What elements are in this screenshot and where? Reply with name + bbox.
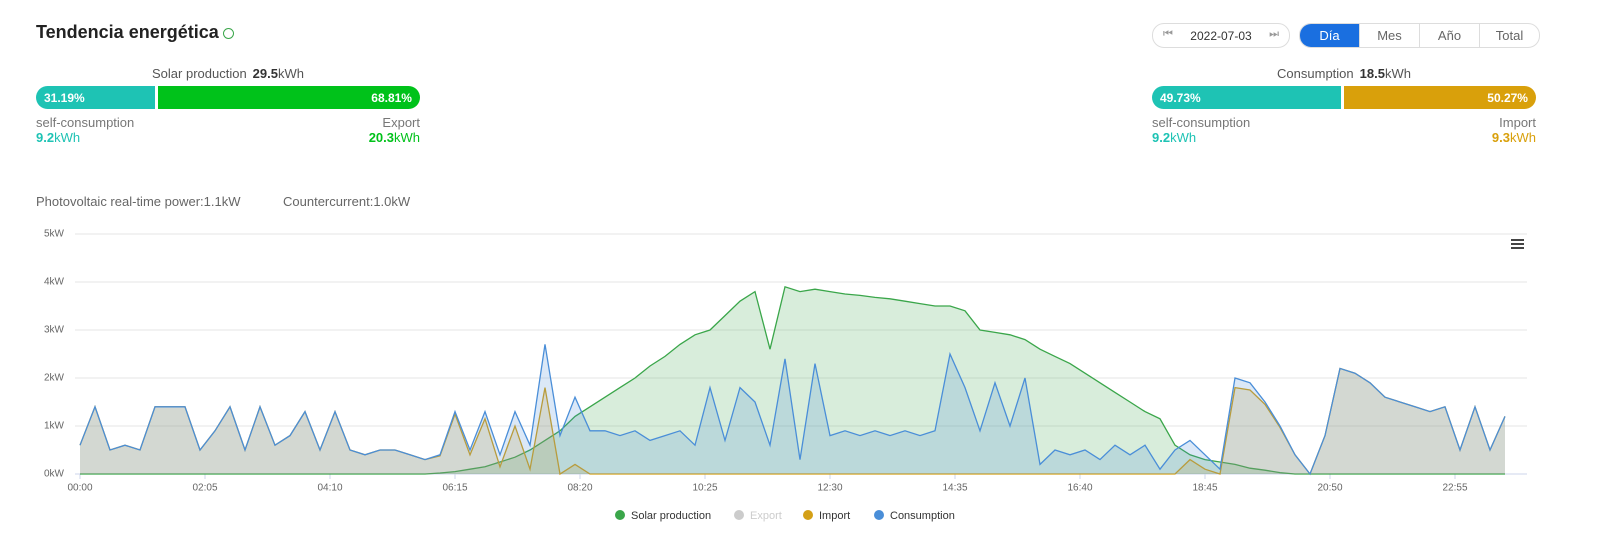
prev-day[interactable]: ⏮	[1163, 28, 1173, 40]
legend-marker	[615, 510, 625, 520]
date-picker[interactable]: ⏮ 2022-07-03 ⏭	[1152, 23, 1290, 48]
tab[interactable]: Total	[1479, 24, 1539, 47]
unit: kWh	[1510, 130, 1536, 145]
date-text: 2022-07-03	[1190, 28, 1252, 43]
next-day[interactable]: ⏭	[1269, 28, 1279, 40]
x-tick-label: 16:40	[1067, 483, 1092, 494]
countercurrent: Countercurrent:1.0kW	[283, 194, 411, 209]
legend-label: Export	[750, 510, 782, 522]
legend-label: Import	[819, 510, 850, 522]
ratio-label: 49.73%	[1160, 90, 1201, 105]
summary-detail: self-consumption 9.2kWh Import 9.3kWh	[1152, 115, 1536, 145]
unit: kWh	[1170, 130, 1197, 145]
detail-left: self-consumption 9.2kWh	[1152, 115, 1250, 145]
series-area	[80, 286, 1505, 474]
unit: kWh	[54, 130, 81, 145]
ratio-bar: 31.19% 68.81%	[36, 86, 420, 109]
solar-block: Solar production 29.5kWh 31.19% 68.81% self-…	[36, 66, 420, 145]
summary-total: 29.5	[252, 66, 278, 81]
tab[interactable]: Día	[1300, 24, 1359, 47]
help-icon[interactable]	[222, 27, 234, 39]
legend-label: Consumption	[890, 510, 955, 522]
x-tick-label: 02:05	[192, 483, 217, 494]
legend-item[interactable]: Import	[803, 510, 850, 522]
unit: kWh	[1384, 66, 1411, 81]
detail-value: 9.2kWh	[1152, 130, 1250, 145]
x-tick-label: 20:50	[1317, 483, 1342, 494]
legend-marker	[734, 510, 744, 520]
legend-marker	[874, 510, 884, 520]
x-tick-label: 00:00	[67, 483, 92, 494]
y-tick-label: 5kW	[44, 229, 65, 240]
ratio-segment: 68.81%	[157, 86, 420, 109]
detail-left: self-consumption 9.2kWh	[36, 115, 134, 145]
summary-label: Consumption	[1277, 66, 1354, 81]
legend-marker	[803, 510, 813, 520]
detail-label: Import	[1499, 115, 1536, 130]
legend-item[interactable]: Solar production	[615, 510, 711, 522]
detail-label: Export	[382, 115, 420, 130]
detail-right: Export 20.3kWh	[369, 115, 420, 145]
consumption-block: Consumption 18.5kWh 49.73% 50.27% self-consu…	[1152, 66, 1536, 145]
x-tick-label: 08:20	[567, 483, 592, 494]
summary-total: 18.5	[1359, 66, 1385, 81]
x-tick-label: 06:15	[442, 483, 467, 494]
x-tick-label: 10:25	[692, 483, 717, 494]
detail-number: 9.3	[1491, 130, 1510, 145]
ratio-segment: 50.27%	[1344, 86, 1536, 109]
summary-head: Consumption 18.5kWh	[1152, 66, 1536, 86]
summary-label: Solar production	[152, 66, 247, 81]
ratio-label: 50.27%	[1487, 90, 1528, 105]
tab[interactable]: Año	[1419, 24, 1479, 47]
detail-label: self-consumption	[36, 115, 135, 130]
detail-value: 20.3kWh	[369, 130, 420, 145]
legend-item[interactable]: Export	[734, 510, 782, 522]
ratio-label: 31.19%	[44, 90, 85, 105]
menu-icon[interactable]	[1511, 239, 1524, 249]
detail-right: Import 9.3kWh	[1492, 115, 1536, 145]
detail-number: 20.3	[368, 130, 394, 145]
y-tick-label: 4kW	[44, 277, 65, 288]
ratio-bar: 49.73% 50.27%	[1152, 86, 1536, 109]
unit: kWh	[277, 66, 304, 81]
title: Tendencia energética	[36, 22, 234, 43]
y-tick-label: 3kW	[44, 325, 65, 336]
detail-number: 9.2	[36, 130, 55, 145]
x-tick-label: 22:55	[1442, 483, 1467, 494]
series-area	[80, 368, 1505, 474]
x-tick-label: 12:30	[817, 483, 842, 494]
legend-item[interactable]: Consumption	[874, 510, 955, 522]
unit: kWh	[394, 130, 420, 145]
legend-label: Solar production	[631, 510, 711, 522]
detail-value: 9.3kWh	[1492, 130, 1536, 145]
series-line	[80, 285, 1505, 475]
y-tick-label: 0kW	[44, 469, 65, 480]
detail-number: 9.2	[1152, 130, 1171, 145]
summary-head: Solar production 29.5kWh	[36, 66, 420, 86]
x-tick-label: 18:45	[1192, 483, 1217, 494]
ratio-segment: 31.19%	[36, 86, 155, 109]
y-tick-label: 2kW	[44, 373, 65, 384]
ratio-segment: 49.73%	[1152, 86, 1342, 109]
detail-value: 9.2kWh	[36, 130, 134, 145]
detail-label: self-consumption	[1152, 115, 1251, 130]
ratio-label: 68.81%	[371, 90, 412, 105]
x-tick-label: 04:10	[317, 483, 342, 494]
tab[interactable]: Mes	[1359, 24, 1419, 47]
title-text: Tendencia energética	[36, 22, 219, 42]
x-tick-label: 14:35	[942, 483, 967, 494]
series-line	[79, 344, 1506, 476]
summary-detail: self-consumption 9.2kWh Export 20.3kWh	[36, 115, 420, 145]
pv-power: Photovoltaic real-time power:1.1kW	[36, 194, 241, 209]
y-tick-label: 1kW	[44, 421, 65, 432]
period-tabs: Día Mes Año Total	[1299, 23, 1540, 48]
